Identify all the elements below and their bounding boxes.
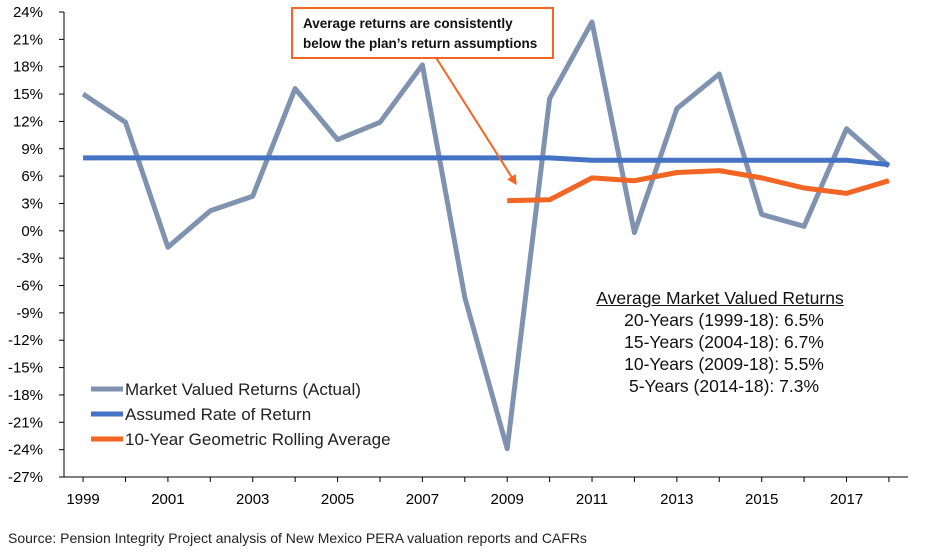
- annotation-box: Average returns are consistently below t…: [291, 7, 554, 59]
- average-returns-box: Average Market Valued Returns 20-Years (…: [560, 287, 880, 397]
- x-tick-label: 2001: [151, 491, 184, 508]
- x-tick-label: 2009: [491, 491, 524, 508]
- y-tick-label: -21%: [8, 414, 43, 431]
- y-tick-label: 15%: [13, 86, 43, 103]
- x-tick-label: 2013: [660, 491, 693, 508]
- y-tick-label: -15%: [8, 360, 43, 377]
- y-tick-label: 18%: [13, 59, 43, 76]
- legend: Market Valued Returns (Actual) Assumed Ra…: [91, 380, 391, 449]
- stat-5-year: 5-Years (2014-18): 7.3%: [628, 376, 820, 396]
- series-lines: [81, 19, 891, 452]
- y-tick-label: 3%: [21, 195, 43, 212]
- y-tick-label: 6%: [21, 168, 43, 185]
- legend-item-market-returns: Market Valued Returns (Actual): [125, 380, 361, 399]
- y-tick-label: 24%: [13, 4, 43, 21]
- x-tick-label: 2007: [406, 491, 439, 508]
- series-assumed-rate: [83, 155, 890, 168]
- x-tick-label: 2005: [321, 491, 354, 508]
- y-tick-label: -9%: [16, 305, 43, 322]
- annotation-arrow: [434, 55, 517, 186]
- stat-20-year: 20-Years (1999-18): 6.5%: [624, 310, 824, 330]
- y-tick-label: -18%: [8, 387, 43, 404]
- source-note: Source: Pension Integrity Project analys…: [8, 530, 587, 546]
- annotation-line-1: Average returns are consistently: [303, 16, 513, 31]
- x-tick-label: 2015: [745, 491, 778, 508]
- series-market-returns: [81, 19, 891, 452]
- stat-10-year: 10-Years (2009-18): 5.5%: [624, 354, 824, 374]
- x-tick-label: 2003: [236, 491, 269, 508]
- x-tick-label: 1999: [66, 491, 99, 508]
- y-tick-label: -3%: [16, 250, 43, 267]
- annotation-line-2: below the plan’s return assumptions: [303, 36, 538, 51]
- y-tick-label: 0%: [21, 223, 43, 240]
- stat-15-year: 15-Years (2004-18): 6.7%: [624, 332, 824, 352]
- y-tick-label: -24%: [8, 442, 43, 459]
- y-tick-label: 9%: [21, 141, 43, 158]
- y-axis: 24% 21% 18% 15% 12% 9% 6% 3% 0% -3% -6% -9% -12% -15%…: [8, 4, 65, 486]
- average-returns-title: Average Market Valued Returns: [596, 288, 844, 308]
- y-tick-label: -6%: [16, 278, 43, 295]
- series-rolling-average: [507, 168, 890, 204]
- legend-item-assumed-rate: Assumed Rate of Return: [125, 405, 311, 424]
- x-tick-label: 2017: [830, 491, 863, 508]
- y-tick-label: -27%: [8, 469, 43, 486]
- annotation-arrow-line: [434, 55, 517, 186]
- x-axis: 1999 2001 2003 2005 2007 2009 2011 2013 2015 2017: [64, 476, 908, 508]
- legend-item-rolling-average: 10-Year Geometric Rolling Average: [125, 430, 391, 449]
- y-tick-label: -12%: [8, 332, 43, 349]
- y-tick-label: 21%: [13, 31, 43, 48]
- x-tick-label: 2011: [576, 491, 608, 508]
- y-tick-label: 12%: [13, 113, 43, 130]
